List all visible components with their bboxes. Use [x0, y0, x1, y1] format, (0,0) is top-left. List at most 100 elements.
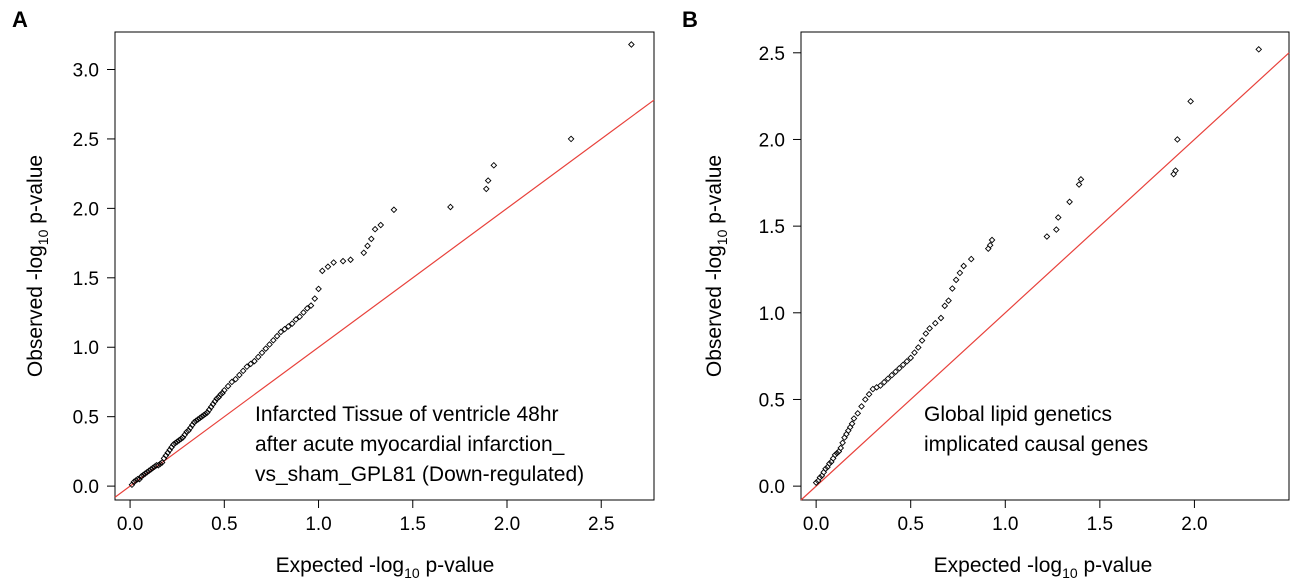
data-point: [937, 314, 945, 322]
data-point: [824, 463, 831, 471]
data-point: [377, 221, 385, 229]
data-point: [926, 325, 933, 332]
data-point: [988, 236, 996, 244]
y-tick-label: 2.5: [759, 44, 785, 65]
data-point: [149, 464, 157, 472]
data-point: [202, 410, 209, 418]
data-point: [138, 473, 145, 480]
x-tick-label: 2.0: [494, 514, 520, 535]
data-point: [956, 269, 964, 277]
data-point: [899, 361, 907, 369]
x-tick-label: 0.5: [211, 514, 237, 535]
data-point: [136, 475, 143, 483]
data-point: [215, 393, 222, 401]
data-point: [869, 385, 877, 393]
data-point: [196, 414, 204, 422]
data-point: [339, 257, 347, 265]
panel-a: A 0.0 0.5 1.0 1.5 2.0 2.5 0.0 0.5 1.0 1.5 2.0 2.5 3…: [12, 7, 655, 580]
data-point: [211, 398, 219, 405]
data-point: [843, 430, 850, 438]
data-point: [220, 386, 228, 394]
data-point: [251, 357, 258, 365]
data-point: [877, 382, 884, 389]
data-point: [307, 302, 315, 309]
data-point: [292, 316, 300, 323]
annotation-a-line-1: Infarcted Tissue of ventricle 48hr: [255, 403, 559, 426]
data-point: [175, 436, 183, 444]
data-point: [130, 478, 138, 486]
data-point: [865, 390, 873, 398]
reference-line-a: [114, 99, 655, 498]
points-a: [128, 41, 635, 489]
data-point: [213, 395, 221, 402]
data-point: [846, 423, 854, 431]
data-point: [1172, 167, 1179, 175]
data-point: [281, 325, 288, 333]
plot-frame-b: [800, 31, 1290, 501]
data-point: [831, 451, 839, 459]
data-point: [854, 409, 862, 417]
data-point: [837, 444, 845, 452]
data-point: [986, 241, 994, 249]
y-tick-label: 3.0: [73, 60, 99, 81]
x-axis-b: 0.0 0.5 1.0 1.5 2.0: [803, 500, 1208, 535]
data-point: [170, 441, 177, 448]
data-point: [224, 382, 232, 390]
data-point: [139, 471, 147, 479]
y-tick-label: 0.5: [73, 408, 99, 429]
panel-letter-a: A: [12, 7, 28, 32]
data-point: [232, 375, 239, 383]
data-point: [239, 367, 247, 375]
y-tick-label: 2.5: [73, 130, 99, 151]
data-point: [207, 403, 215, 411]
data-point: [960, 262, 968, 270]
data-point: [277, 328, 285, 336]
data-point: [1170, 170, 1177, 178]
y-axis-a: 0.0 0.5 1.0 1.5 2.0 2.5 3.0: [73, 60, 115, 498]
y-tick-label: 2.0: [759, 130, 785, 151]
data-point: [364, 242, 371, 250]
data-point: [833, 449, 841, 457]
y-tick-label: 1.0: [759, 304, 785, 325]
data-point: [198, 413, 206, 421]
data-point: [892, 368, 899, 376]
data-point: [303, 305, 311, 312]
data-point: [1187, 97, 1194, 105]
data-point: [158, 459, 166, 466]
data-point: [360, 249, 368, 257]
data-point: [880, 378, 888, 386]
x-axis-label-b: Expected -log10 p-value: [934, 554, 1153, 580]
data-point: [296, 313, 304, 321]
data-point: [285, 323, 292, 330]
data-point: [156, 460, 164, 468]
data-point: [827, 458, 835, 466]
x-tick-label: 2.0: [1181, 514, 1207, 535]
x-tick-label: 2.5: [588, 514, 614, 535]
data-point: [143, 468, 151, 476]
data-point: [484, 177, 492, 184]
y-axis-label-a: Observed -log10 p-value: [24, 155, 51, 377]
data-point: [162, 452, 170, 459]
data-point: [219, 389, 226, 397]
x-tick-label: 0.5: [897, 514, 923, 535]
data-point: [984, 245, 992, 253]
reference-line-b: [800, 52, 1290, 501]
data-point: [311, 295, 319, 302]
data-point: [482, 185, 490, 193]
data-point: [371, 225, 379, 233]
y-axis-b: 0.0 0.5 1.0 1.5 2.0 2.5: [759, 44, 801, 498]
data-point: [850, 415, 858, 422]
data-point: [266, 341, 273, 348]
data-point: [941, 302, 949, 310]
points-b: [812, 45, 1263, 487]
data-point: [839, 439, 846, 447]
data-point: [816, 474, 824, 481]
data-point: [315, 285, 322, 293]
x-tick-label: 1.0: [305, 514, 331, 535]
data-point: [254, 353, 262, 361]
data-point: [236, 371, 243, 379]
data-point: [914, 344, 922, 351]
plot-frame-a: [114, 31, 655, 501]
y-tick-label: 1.0: [73, 338, 99, 359]
